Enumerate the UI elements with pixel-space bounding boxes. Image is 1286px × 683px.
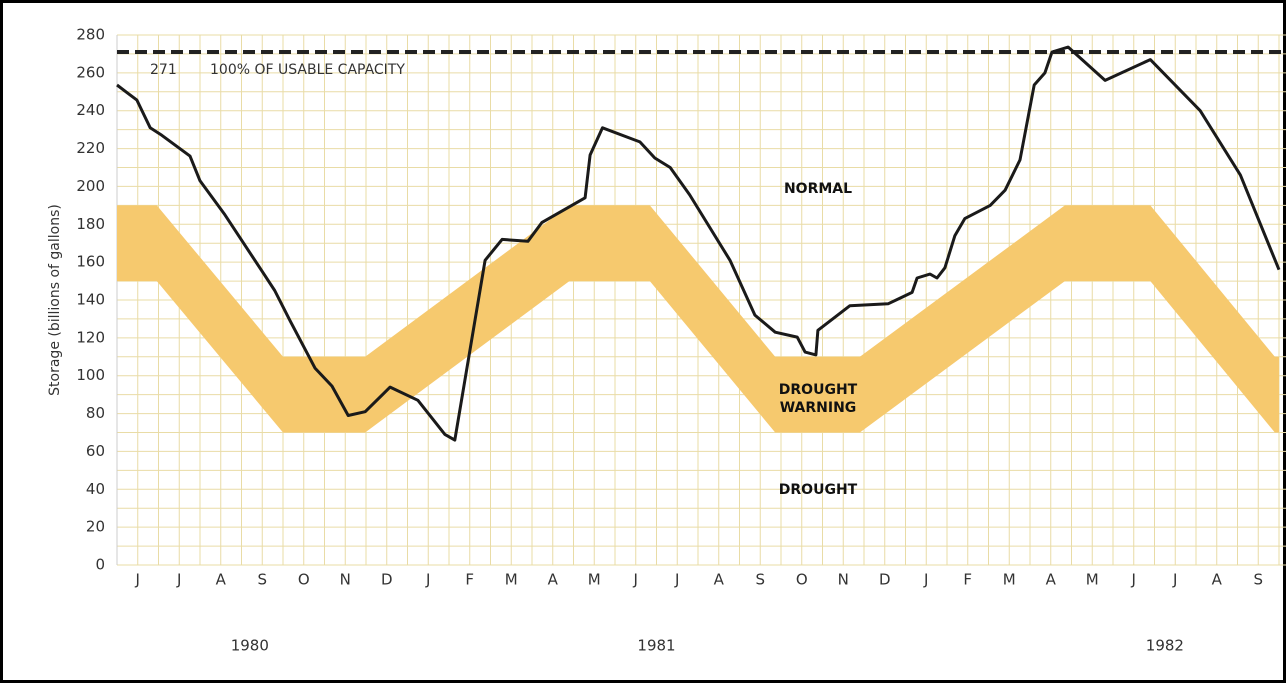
- zone-label: DROUGHT: [779, 382, 858, 398]
- x-tick-label: J: [633, 571, 638, 589]
- x-tick-label: O: [298, 571, 310, 589]
- x-tick-label: S: [257, 571, 267, 589]
- y-tick-label: 40: [86, 480, 105, 498]
- y-tick-label: 180: [76, 215, 105, 233]
- x-tick-label: A: [1212, 571, 1223, 589]
- x-tick-label: A: [216, 571, 227, 589]
- x-tick-label: J: [176, 571, 181, 589]
- y-axis-label: Storage (billions of gallons): [47, 204, 63, 396]
- drought-warning-band: [117, 205, 1279, 433]
- x-tick-label: N: [340, 571, 351, 589]
- x-tick-label: A: [714, 571, 725, 589]
- capacity-value: 271: [150, 62, 177, 78]
- zone-label: NORMAL: [784, 181, 852, 197]
- y-tick-label: 240: [76, 101, 105, 119]
- x-tick-label: D: [381, 571, 393, 589]
- year-label: 1982: [1146, 637, 1184, 655]
- x-tick-label: F: [465, 571, 474, 589]
- y-tick-label: 120: [76, 328, 105, 346]
- x-tick-label: J: [1172, 571, 1177, 589]
- marks-layer: [116, 45, 1286, 442]
- y-tick-label: 80: [86, 404, 105, 422]
- y-tick-label: 20: [86, 518, 105, 536]
- x-tick-label: M: [505, 571, 518, 589]
- x-tick-label: M: [1003, 571, 1016, 589]
- x-tick-label: J: [674, 571, 679, 589]
- x-tick-label: F: [963, 571, 972, 589]
- x-tick-label: A: [1046, 571, 1057, 589]
- x-tick-label: S: [755, 571, 765, 589]
- y-tick-label: 220: [76, 139, 105, 157]
- x-tick-label: J: [1131, 571, 1136, 589]
- x-tick-label: S: [1253, 571, 1263, 589]
- y-tick-label: 200: [76, 177, 105, 195]
- x-tick-label: M: [588, 571, 601, 589]
- y-tick-label: 280: [76, 26, 105, 44]
- capacity-label: 100% OF USABLE CAPACITY: [210, 62, 405, 78]
- year-label: 1980: [231, 637, 269, 655]
- storage-line: [116, 45, 1281, 442]
- zone-label: WARNING: [780, 400, 857, 416]
- band-layer: [117, 205, 1279, 433]
- y-tick-label: 0: [95, 556, 105, 574]
- y-tick-label: 140: [76, 291, 105, 309]
- x-tick-label: N: [838, 571, 849, 589]
- y-tick-label: 260: [76, 63, 105, 81]
- x-tick-label: A: [548, 571, 559, 589]
- x-tick-label: J: [923, 571, 928, 589]
- year-label: 1981: [637, 637, 675, 655]
- x-tick-label: D: [879, 571, 891, 589]
- x-tick-label: J: [425, 571, 430, 589]
- x-tick-label: J: [135, 571, 140, 589]
- zone-label: DROUGHT: [779, 482, 858, 498]
- y-tick-label: 160: [76, 253, 105, 271]
- y-tick-label: 100: [76, 366, 105, 384]
- x-tick-label: M: [1086, 571, 1099, 589]
- y-tick-label: 60: [86, 442, 105, 460]
- x-tick-label: O: [796, 571, 808, 589]
